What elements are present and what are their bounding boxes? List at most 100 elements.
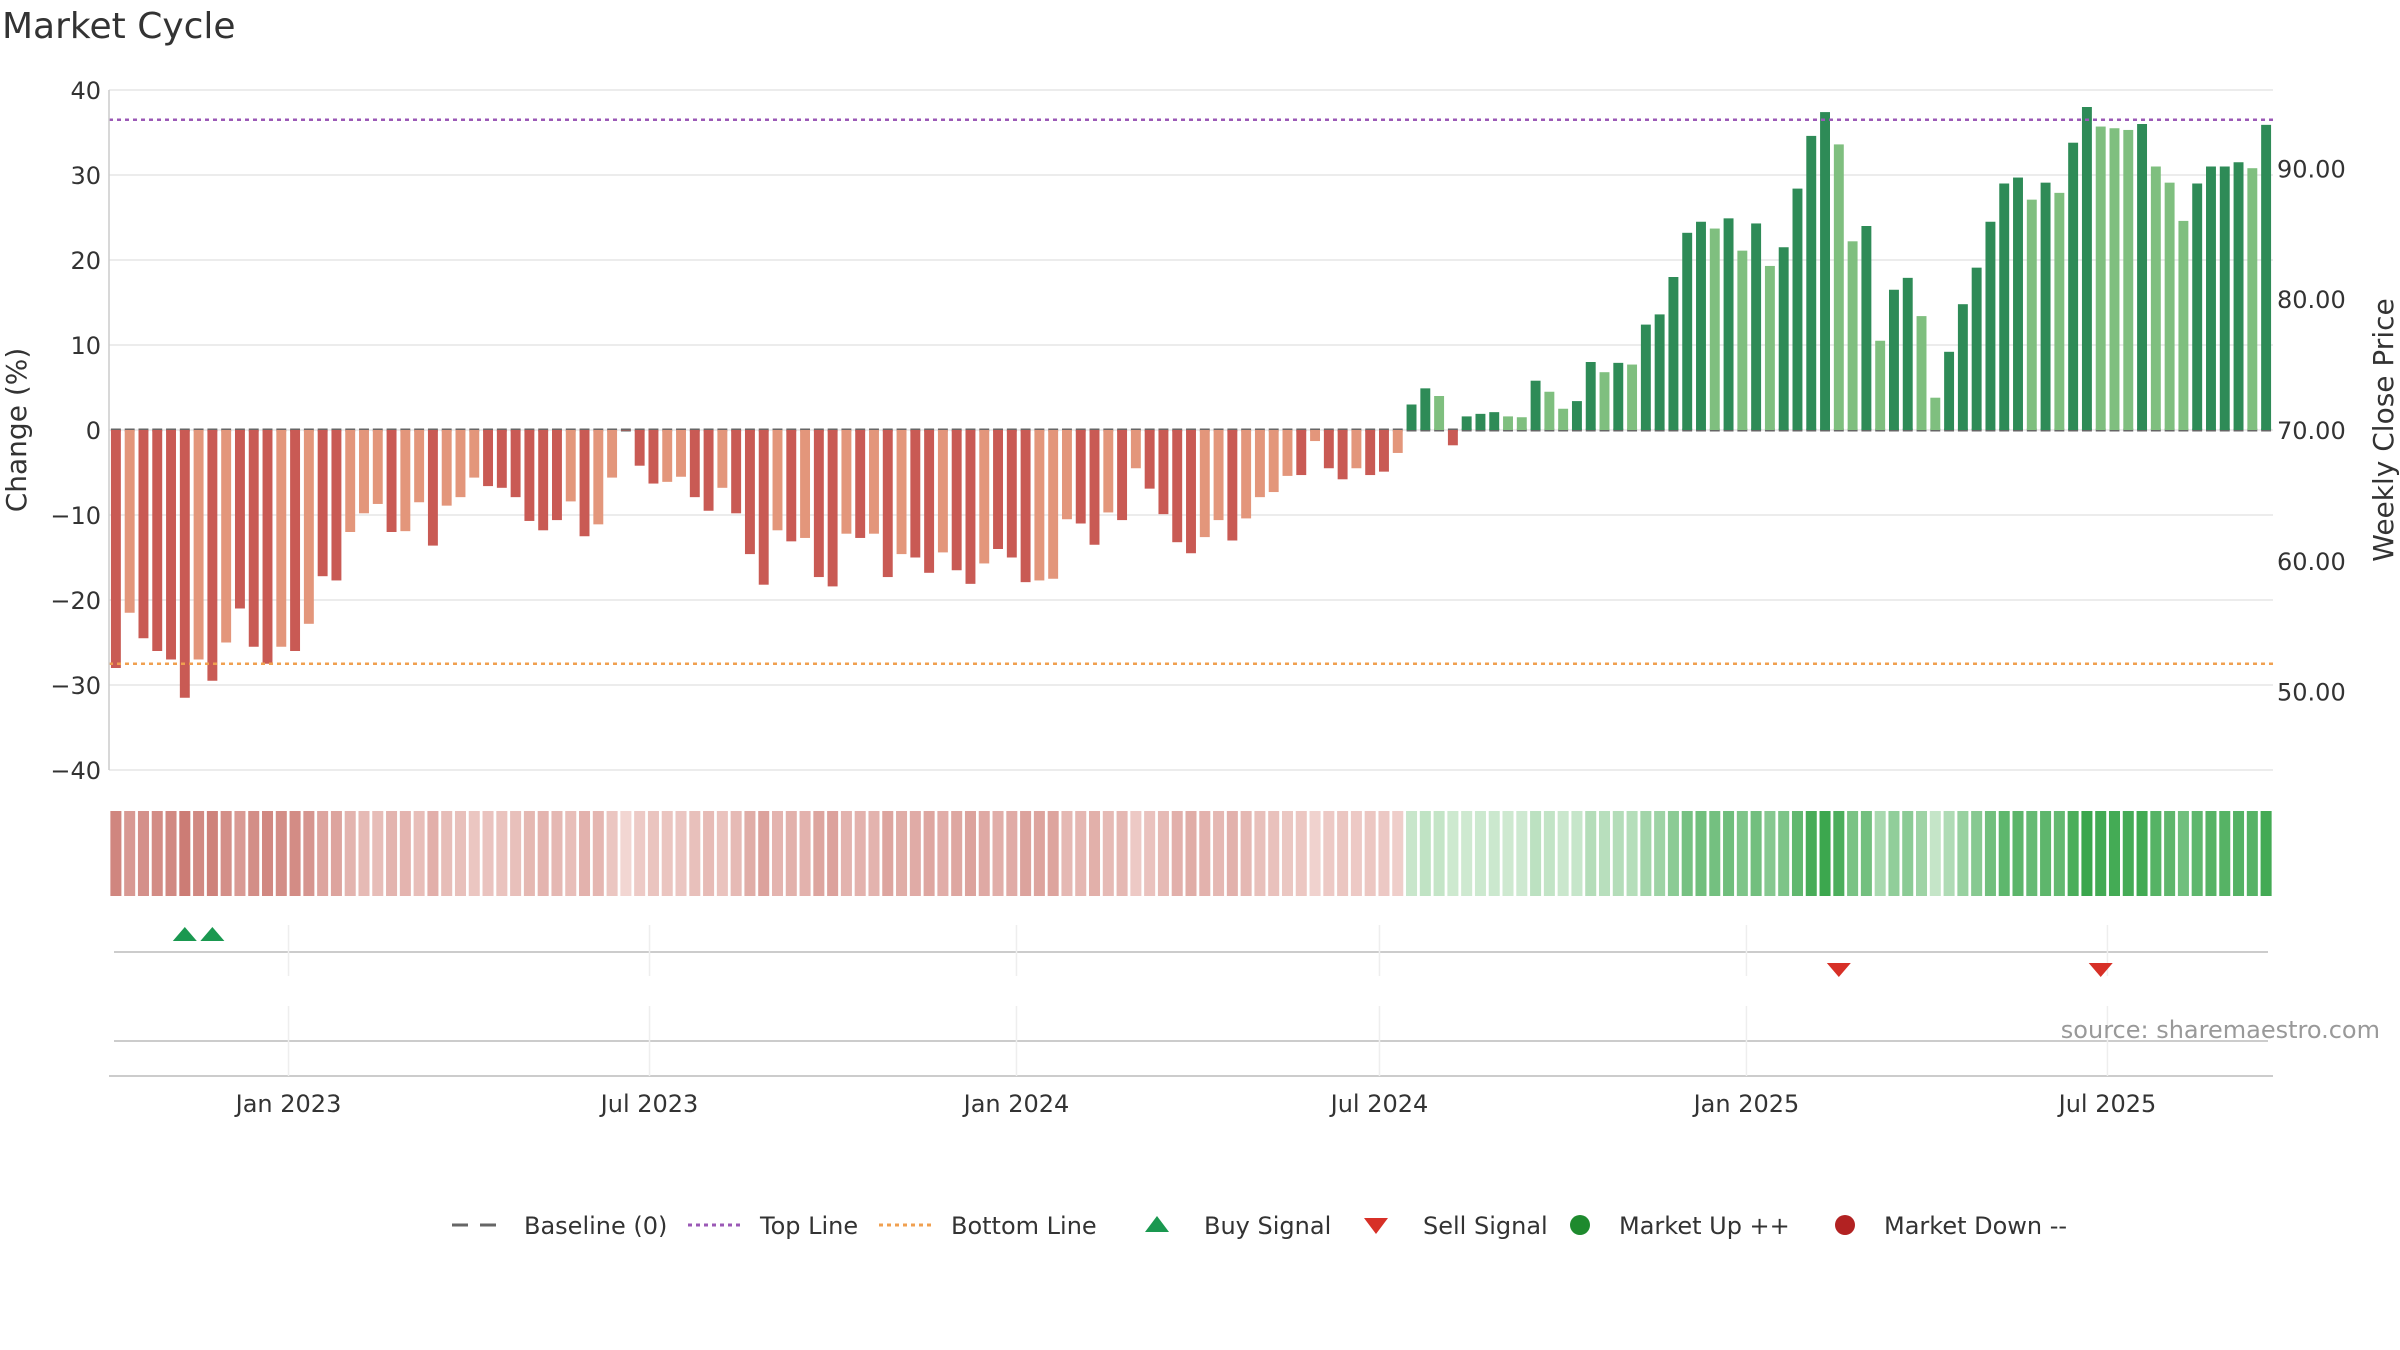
heat-cell: [1171, 811, 1183, 896]
heat-cell: [1902, 811, 1914, 896]
change-bar: [2013, 177, 2023, 430]
heat-cell: [1929, 811, 1941, 896]
change-bar: [1351, 430, 1362, 469]
heat-cell: [716, 811, 728, 896]
heat-cell: [1130, 811, 1142, 896]
change-bar: [1296, 430, 1307, 476]
change-bar: [855, 430, 866, 538]
heat-cell: [1433, 811, 1445, 896]
heat-cell: [1350, 811, 1362, 896]
heat-cell: [951, 811, 963, 896]
change-bar: [2137, 124, 2148, 430]
heat-cell: [1199, 811, 1211, 896]
change-bar: [1599, 372, 1610, 430]
change-bar: [1585, 362, 1596, 430]
heat-cell: [1984, 811, 1996, 896]
legend-item: Bottom Line: [879, 1212, 1097, 1240]
change-bar: [303, 430, 314, 624]
change-bar: [290, 430, 301, 651]
change-bar: [1944, 351, 1955, 430]
change-bar: [1282, 430, 1293, 476]
change-bar: [1034, 430, 1045, 581]
legend-item: Sell Signal: [1364, 1212, 1548, 1240]
sell-signal-marker: [1826, 963, 1851, 977]
heat-cell: [2177, 811, 2189, 896]
heat-cell: [386, 811, 398, 896]
heat-cell: [372, 811, 384, 896]
change-bar: [951, 430, 962, 571]
heat-cell: [2095, 811, 2107, 896]
change-bar: [1930, 397, 1941, 430]
change-bar: [579, 430, 590, 537]
change-bar: [207, 430, 218, 681]
heat-cell: [1337, 811, 1349, 896]
change-bar: [1654, 314, 1665, 430]
change-bar: [1957, 304, 1968, 430]
heat-cell: [1006, 811, 1018, 896]
change-bar: [620, 430, 631, 431]
change-bar: [1475, 413, 1486, 430]
heat-cell: [234, 811, 246, 896]
heat-cell: [124, 811, 136, 896]
heat-cell: [909, 811, 921, 896]
heat-cell: [317, 811, 329, 896]
heat-cell: [827, 811, 839, 896]
heat-cell: [289, 811, 301, 896]
heat-cell: [1585, 811, 1597, 896]
heat-cell: [1598, 811, 1611, 896]
heat-cell: [634, 811, 646, 896]
legend-label: Bottom Line: [951, 1212, 1097, 1240]
change-bar: [924, 430, 935, 573]
legend-item: Buy Signal: [1145, 1212, 1331, 1240]
heat-cell: [744, 811, 756, 896]
legend-triangle-down-icon: [1364, 1218, 1388, 1234]
heat-cell: [1709, 811, 1721, 896]
change-bar: [1640, 324, 1651, 430]
heat-cell: [454, 811, 466, 896]
change-bar: [1861, 226, 1872, 430]
change-bar: [1365, 430, 1376, 476]
heat-cell: [1364, 811, 1376, 896]
change-bar: [1130, 430, 1141, 469]
heat-cell: [1157, 811, 1169, 896]
change-bar: [2109, 128, 2120, 430]
change-bar: [1227, 430, 1238, 541]
change-bar: [910, 430, 921, 558]
heat-cell: [1612, 811, 1624, 896]
heat-cell: [2040, 811, 2052, 896]
legend-label: Market Down --: [1884, 1212, 2067, 1240]
x-tick-label: Jan 2024: [962, 1090, 1070, 1118]
heat-cell: [854, 811, 866, 896]
heat-cell: [358, 811, 370, 896]
change-bar: [1241, 430, 1252, 519]
change-bar: [1117, 430, 1128, 521]
change-bar: [993, 430, 1003, 549]
change-bar: [1682, 232, 1693, 430]
heat-cell: [344, 811, 356, 896]
legend-label: Sell Signal: [1423, 1212, 1548, 1240]
change-bar: [800, 430, 811, 538]
change-bar: [1061, 430, 1072, 520]
change-bar: [1613, 362, 1624, 430]
change-bar: [662, 430, 673, 482]
change-bar: [1544, 391, 1555, 430]
heat-cell: [758, 811, 770, 896]
change-bar: [1737, 250, 1748, 430]
change-bar: [1048, 430, 1059, 579]
heat-cell: [441, 811, 453, 896]
change-bar: [1337, 430, 1348, 480]
change-bar: [1379, 430, 1389, 472]
heat-cell: [868, 811, 880, 896]
change-bar: [441, 430, 452, 506]
change-bar: [2081, 107, 2092, 430]
heat-cell: [275, 811, 287, 896]
change-bar: [455, 430, 466, 498]
heat-cell: [1640, 811, 1652, 896]
change-bar: [703, 430, 714, 511]
x-tick-label: Jul 2023: [599, 1090, 699, 1118]
heat-cell: [1419, 811, 1431, 896]
heat-cell: [703, 811, 715, 896]
change-bar: [1530, 380, 1541, 430]
legend-label: Market Up ++: [1619, 1212, 1790, 1240]
heat-cell: [261, 811, 274, 896]
